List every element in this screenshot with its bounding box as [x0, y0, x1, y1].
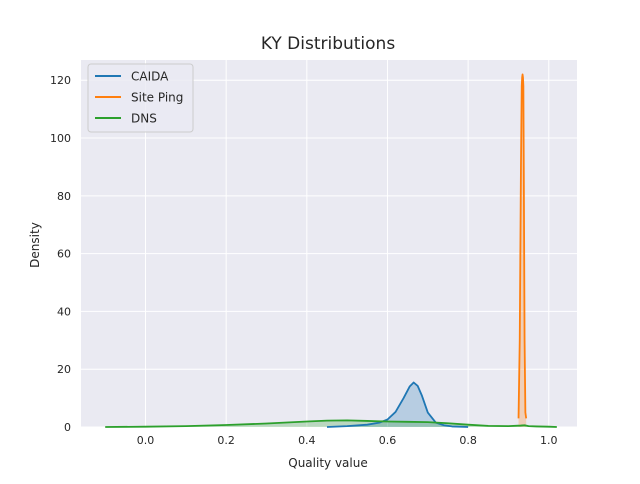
x-tick-label: 0.4	[298, 434, 316, 447]
density-lines	[105, 73, 557, 428]
y-tick-label: 40	[57, 305, 71, 318]
series-line-site-ping	[517, 73, 528, 419]
y-tick-labels: 0 20 40 60 80 100 120	[50, 74, 71, 434]
series-line-caida	[326, 381, 469, 428]
y-tick-label: 120	[50, 74, 71, 87]
series-line-dns	[105, 419, 557, 428]
legend-label-dns: DNS	[131, 112, 157, 126]
x-tick-label: 0.2	[217, 434, 235, 447]
series-fill-caida	[326, 382, 469, 427]
x-tick-label: 1.0	[540, 434, 558, 447]
x-tick-label: 0.8	[459, 434, 477, 447]
x-axis-label: Quality value	[288, 456, 367, 470]
legend-box	[87, 63, 194, 133]
legend-label-caida: CAIDA	[131, 70, 169, 84]
y-tick-label: 80	[57, 190, 71, 203]
chart-title: KY Distributions	[261, 34, 396, 54]
y-tick-label: 0	[64, 421, 71, 434]
x-tick-labels: 0.0 0.2 0.4 0.6 0.8 1.0	[137, 434, 558, 447]
y-tick-label: 20	[57, 363, 71, 376]
x-tick-label: 0.0	[137, 434, 155, 447]
y-tick-label: 60	[57, 248, 71, 261]
y-tick-label: 100	[50, 132, 71, 145]
legend-label-site-ping: Site Ping	[131, 91, 183, 105]
x-tick-label: 0.6	[379, 434, 397, 447]
y-axis-label: Density	[28, 222, 42, 268]
legend: CAIDA Site Ping DNS	[87, 63, 194, 133]
